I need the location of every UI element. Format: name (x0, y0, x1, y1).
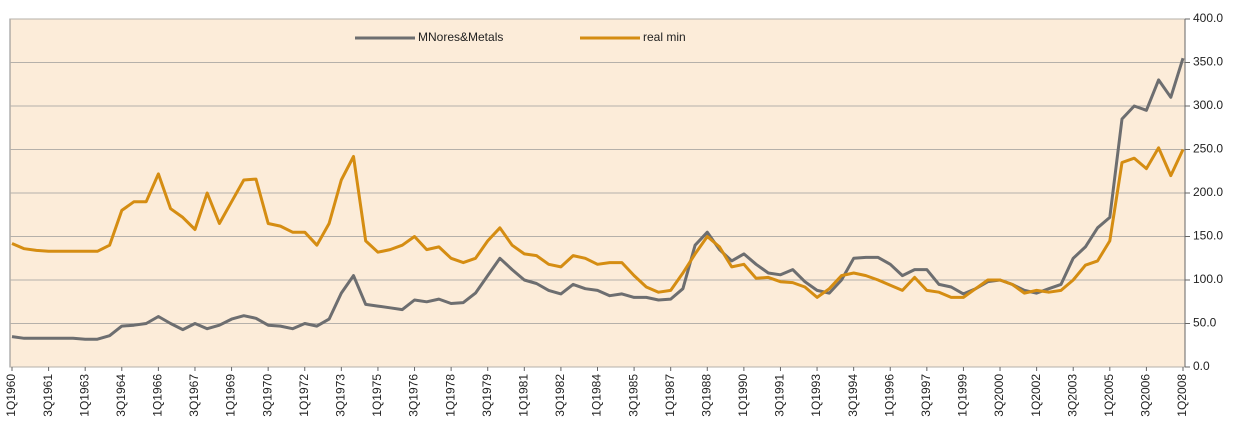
x-tick-label: 1Q2002 (1029, 374, 1043, 417)
y-tick-label: 100.0 (1193, 272, 1223, 286)
x-tick-label: 1Q1999 (956, 374, 970, 417)
x-tick-label: 1Q1978 (443, 374, 457, 417)
x-tick-label: 3Q1997 (919, 374, 933, 417)
y-tick-label: 0.0 (1193, 359, 1210, 373)
x-tick-label: 3Q1976 (407, 374, 421, 417)
y-tick-label: 50.0 (1193, 316, 1217, 330)
x-tick-label: 3Q1967 (187, 374, 201, 417)
x-tick-label: 1Q1966 (151, 374, 165, 417)
x-tick-label: 3Q2003 (1065, 374, 1079, 417)
y-tick-label: 350.0 (1193, 55, 1223, 69)
legend-label: MNores&Metals (418, 30, 503, 44)
x-tick-label: 1Q1987 (663, 374, 677, 417)
series-line (11, 146, 1185, 299)
x-tick-label: 1Q2008 (1175, 374, 1189, 417)
y-tick-label: 300.0 (1193, 98, 1223, 112)
x-tick-label: 3Q1991 (773, 374, 787, 417)
x-tick-label: 1Q1996 (882, 374, 896, 417)
x-tick-label: 1Q1972 (297, 374, 311, 417)
x-tick-label: 1Q1975 (370, 374, 384, 417)
x-tick-label: 1Q1984 (590, 374, 604, 417)
x-tick-label: 1Q1960 (4, 374, 18, 417)
x-tick-label: 3Q1961 (41, 374, 55, 417)
x-tick-label: 1Q1963 (77, 374, 91, 417)
x-tick-label: 3Q1982 (553, 374, 567, 417)
x-tick-label: 3Q1985 (626, 374, 640, 417)
y-tick-label: 400.0 (1193, 11, 1223, 25)
y-tick-label: 150.0 (1193, 229, 1223, 243)
x-tick-label: 3Q2006 (1139, 374, 1153, 417)
x-tick-label: 3Q1964 (114, 374, 128, 417)
x-tick-label: 3Q1988 (699, 374, 713, 417)
x-tick-label: 1Q1990 (736, 374, 750, 417)
y-tick-label: 250.0 (1193, 142, 1223, 156)
x-tick-label: 1Q1981 (516, 374, 530, 417)
x-tick-label: 3Q1970 (260, 374, 274, 417)
x-tick-label: 3Q1994 (846, 374, 860, 417)
x-tick-label: 1Q2005 (1102, 374, 1116, 417)
y-tick-label: 200.0 (1193, 185, 1223, 199)
x-tick-label: 3Q1973 (334, 374, 348, 417)
legend-label: real min (643, 30, 686, 44)
x-tick-label: 1Q1993 (809, 374, 823, 417)
x-tick-label: 1Q1969 (224, 374, 238, 417)
x-tick-label: 3Q2000 (992, 374, 1006, 417)
x-tick-label: 3Q1979 (480, 374, 494, 417)
